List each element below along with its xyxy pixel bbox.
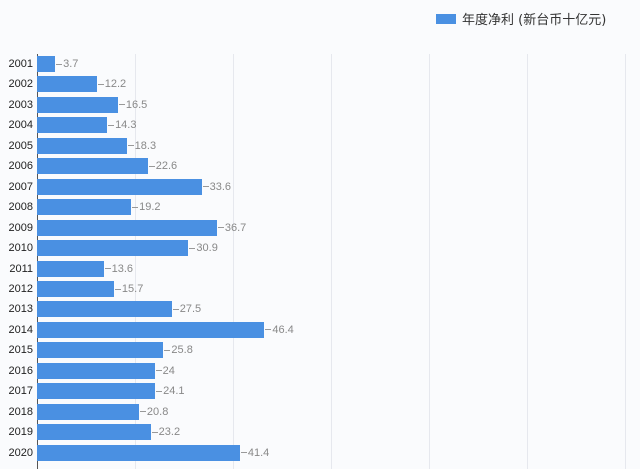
bar[interactable] [37, 199, 132, 216]
value-label: 3.7 [56, 54, 78, 74]
bar[interactable] [37, 219, 217, 236]
bar-row: 2007 33.6 [0, 177, 640, 197]
bar-row: 2019 23.2 [0, 422, 640, 442]
value-label: 13.6 [105, 259, 133, 279]
bar-row: 2012 15.7 [0, 279, 640, 299]
value-label: 25.8 [164, 340, 192, 360]
bar-row: 2004 14.3 [0, 115, 640, 135]
bar[interactable] [37, 424, 151, 441]
bar[interactable] [37, 280, 114, 297]
gridline [331, 54, 332, 469]
gridline [527, 54, 528, 469]
value-label: 14.3 [108, 115, 136, 135]
legend-swatch [436, 13, 456, 24]
gridline [625, 54, 626, 469]
y-tick-label: 2019 [8, 426, 33, 439]
bar[interactable] [37, 56, 56, 72]
bar[interactable] [37, 444, 240, 461]
bar-row: 2005 18.3 [0, 136, 640, 156]
value-label: 16.5 [119, 95, 147, 115]
bar-row: 2014 46.4 [0, 320, 640, 340]
bar[interactable] [37, 403, 139, 420]
y-tick-label: 2020 [8, 446, 33, 459]
value-label: 24.1 [156, 381, 184, 401]
bar-row: 2018 20.8 [0, 402, 640, 422]
value-label: 33.6 [203, 177, 231, 197]
bar-row: 2006 22.6 [0, 156, 640, 176]
bar[interactable] [37, 137, 127, 154]
y-tick-label: 2010 [8, 242, 33, 255]
bar[interactable] [37, 96, 118, 113]
plot-area: 2001 3.7 2002 12.2 2003 16.5 2004 14.3 2005 18.3 2… [9, 54, 640, 469]
value-label: 22.6 [149, 156, 177, 176]
y-tick-label: 2016 [8, 364, 33, 377]
bar[interactable] [37, 362, 155, 379]
bar[interactable] [37, 342, 164, 359]
bar[interactable] [37, 76, 97, 93]
y-tick-label: 2005 [8, 139, 33, 152]
value-label: 19.2 [132, 197, 160, 217]
value-label: 12.2 [98, 74, 126, 94]
value-label: 36.7 [218, 218, 246, 238]
y-tick-label: 2012 [8, 282, 33, 295]
bar[interactable] [37, 383, 156, 400]
bar-row: 2010 30.9 [0, 238, 640, 258]
y-tick-label: 2013 [8, 303, 33, 316]
y-tick-label: 2011 [9, 262, 33, 275]
bar[interactable] [37, 240, 189, 257]
y-tick-label: 2004 [8, 119, 33, 132]
y-tick-label: 2018 [8, 405, 33, 418]
chart-legend[interactable]: 年度净利 (新台币十亿元) [436, 9, 606, 28]
bar[interactable] [37, 321, 265, 338]
value-label: 15.7 [115, 279, 143, 299]
bar-row: 2013 27.5 [0, 299, 640, 319]
value-label: 20.8 [140, 402, 168, 422]
bar-row: 2011 13.6 [0, 259, 640, 279]
value-label: 27.5 [173, 299, 201, 319]
bar-row: 2008 19.2 [0, 197, 640, 217]
y-tick-label: 2006 [8, 160, 33, 173]
value-label: 30.9 [189, 238, 217, 258]
gridline [233, 54, 234, 469]
bar-row: 2003 16.5 [0, 95, 640, 115]
y-tick-label: 2017 [8, 385, 33, 398]
bar[interactable] [37, 260, 104, 277]
legend-label: 年度净利 (新台币十亿元) [462, 13, 607, 28]
y-tick-label: 2014 [8, 323, 33, 336]
bar[interactable] [37, 178, 202, 195]
value-label: 24 [156, 361, 175, 381]
bar-row: 2001 3.7 [0, 54, 640, 74]
bar-row: 2015 25.8 [0, 340, 640, 360]
y-tick-label: 2002 [8, 78, 33, 91]
bar-row: 2020 41.4 [0, 443, 640, 463]
value-label: 18.3 [128, 136, 156, 156]
bar[interactable] [37, 117, 108, 134]
y-tick-label: 2008 [8, 201, 33, 214]
value-label: 41.4 [241, 443, 269, 463]
y-tick-label: 2001 [8, 58, 33, 70]
gridline [429, 54, 430, 469]
y-tick-label: 2015 [8, 344, 33, 357]
bar[interactable] [37, 158, 148, 175]
y-tick-label: 2009 [8, 221, 33, 234]
y-tick-label: 2007 [8, 180, 33, 193]
bar-row: 2016 24 [0, 361, 640, 381]
bar[interactable] [37, 301, 172, 318]
y-tick-label: 2003 [8, 98, 33, 111]
gridline [135, 54, 136, 469]
value-label: 23.2 [152, 422, 180, 442]
value-label: 46.4 [265, 320, 293, 340]
bar-row: 2009 36.7 [0, 218, 640, 238]
bar-row: 2017 24.1 [0, 381, 640, 401]
bar-row: 2002 12.2 [0, 74, 640, 94]
